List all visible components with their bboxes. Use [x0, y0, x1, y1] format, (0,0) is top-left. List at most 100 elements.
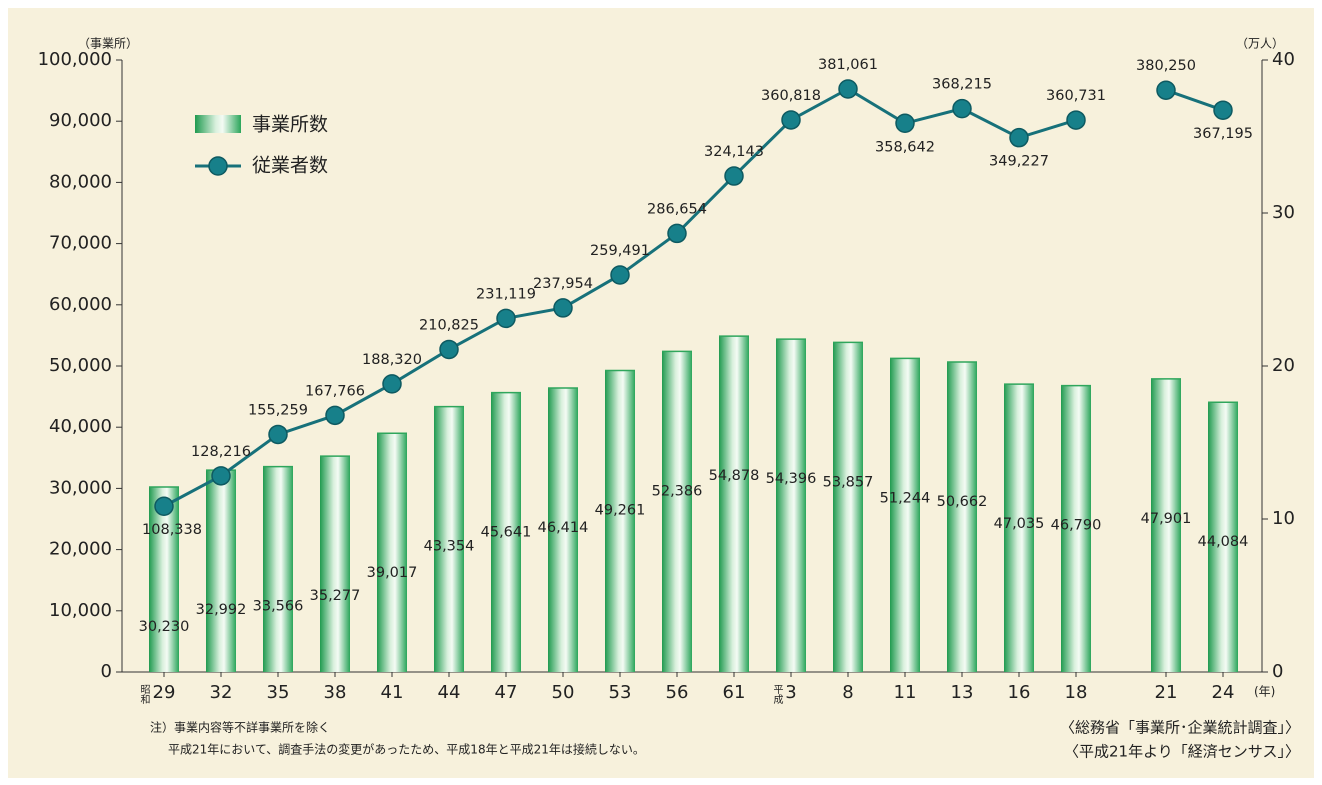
y-tick-label: 0 [101, 661, 112, 682]
line-marker [553, 298, 573, 318]
y-tick-label: 40,000 [49, 416, 112, 437]
line-value-label: 188,320 [362, 352, 422, 368]
line-marker [667, 223, 687, 244]
line-value-label: 286,654 [647, 201, 707, 217]
bar [776, 339, 806, 672]
source: 〈平成21年より「経済センサス」〉 [1064, 743, 1300, 761]
x-tick-label: 38 [324, 682, 347, 703]
legend-label: 事業所数 [252, 114, 328, 136]
note: 注）事業内容等不詳事業所を除く [150, 720, 330, 735]
y-tick-label: 50,000 [49, 355, 112, 376]
line-marker [154, 496, 174, 516]
bar [434, 406, 464, 672]
bar [719, 336, 749, 672]
x-tick-label: 53 [609, 682, 632, 703]
bar-value-label: 46,790 [1051, 518, 1102, 534]
bar [662, 351, 692, 672]
line-value-label: 237,954 [533, 276, 593, 292]
note: 平成21年において、調査手法の変更があったため、平成18年と平成21年は接続しな… [168, 742, 645, 757]
line-value-label: 155,259 [248, 402, 308, 418]
bar-value-label: 47,035 [994, 516, 1045, 532]
x-tick-label: 21 [1155, 682, 1178, 703]
line-value-label: 380,250 [1136, 58, 1196, 74]
x-tick-label: 56 [666, 682, 689, 703]
y-tick-label: 30,000 [49, 477, 112, 498]
line-value-label: 108,338 [142, 522, 202, 538]
bar [491, 392, 521, 672]
bar-value-label: 30,230 [139, 619, 190, 635]
y2-tick-label: 10 [1272, 508, 1295, 529]
y-tick-label: 70,000 [49, 233, 112, 254]
bar-value-label: 52,386 [652, 483, 703, 499]
x-tick-label: 11 [894, 682, 917, 703]
x-tick-label: 41 [381, 682, 404, 703]
bar-value-label: 53,857 [823, 474, 874, 490]
line-marker [496, 308, 516, 329]
bar-value-label: 43,354 [424, 539, 475, 555]
bar [149, 486, 179, 672]
legend-label: 従業者数 [252, 155, 328, 177]
y-tick-label: 90,000 [49, 110, 112, 131]
line-marker [211, 466, 231, 486]
line-value-label: 360,731 [1046, 88, 1106, 104]
source: 〈総務省「事業所･企業統計調査」〉 [1060, 719, 1300, 737]
legend-swatch [208, 156, 228, 176]
bar [947, 361, 977, 672]
bar-value-label: 39,017 [367, 565, 418, 581]
bar-value-label: 47,901 [1141, 511, 1192, 527]
x-tick-label: 24 [1212, 682, 1235, 703]
line-value-label: 210,825 [419, 317, 479, 333]
line-value-label: 367,195 [1193, 126, 1253, 142]
bar [548, 387, 578, 672]
y-tick-label: 20,000 [49, 539, 112, 560]
line-marker [610, 265, 630, 285]
y2-tick-label: 30 [1272, 202, 1295, 223]
line-marker [325, 405, 345, 426]
x-tick-label: 61 [723, 682, 746, 703]
x-tick-label: 29 [153, 682, 176, 703]
bar [1208, 402, 1238, 672]
line-value-label: 259,491 [590, 243, 650, 259]
bar-value-label: 44,084 [1198, 534, 1249, 550]
line-marker [1066, 110, 1086, 130]
bar [890, 358, 920, 672]
y2-tick-label: 40 [1272, 49, 1295, 70]
x-tick-label: 47 [495, 682, 518, 703]
line-value-label: 360,818 [761, 88, 821, 104]
x-tick-label: 13 [951, 682, 974, 703]
x-tick-label: 8 [842, 682, 853, 703]
line-marker [724, 166, 744, 186]
x-tick-label: 16 [1008, 682, 1031, 703]
line-marker [1213, 100, 1233, 120]
line-value-label: 167,766 [305, 383, 365, 399]
bar [1004, 384, 1034, 672]
line-value-label: 231,119 [476, 286, 536, 302]
line-marker [268, 424, 288, 445]
line-marker [1009, 127, 1029, 148]
y-axis-label: （事業所） [78, 37, 138, 51]
y-tick-label: 60,000 [49, 294, 112, 315]
bar-value-label: 54,878 [709, 468, 760, 484]
x-tick-label: 18 [1065, 682, 1088, 703]
bar [206, 470, 236, 672]
line-value-label: 368,215 [932, 77, 992, 93]
x-tick-label: 50 [552, 682, 575, 703]
bar-value-label: 50,662 [937, 494, 988, 510]
bar [377, 433, 407, 672]
line-value-label: 381,061 [818, 57, 878, 73]
line-value-label: 349,227 [989, 154, 1049, 170]
line-value-label: 358,642 [875, 139, 935, 155]
line-marker [838, 79, 858, 99]
y-tick-label: 80,000 [49, 171, 112, 192]
bar [1151, 378, 1181, 672]
line-marker [952, 98, 972, 119]
y2-tick-label: 0 [1272, 661, 1283, 682]
bar-value-label: 54,396 [766, 471, 817, 487]
y-tick-label: 100,000 [38, 49, 112, 70]
line-value-label: 324,143 [704, 144, 764, 160]
legend-swatch [195, 115, 241, 133]
y2-axis-label: （万人） [1236, 37, 1284, 51]
bar [833, 342, 863, 672]
line-marker [781, 110, 801, 130]
